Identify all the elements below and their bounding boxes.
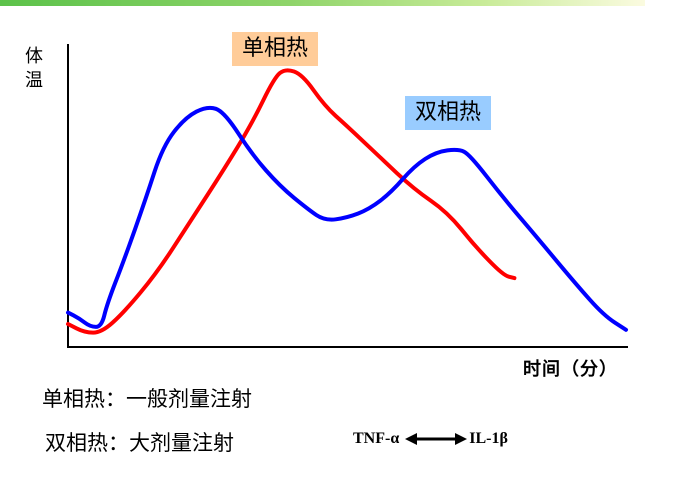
il-1-beta-label: IL-1β (469, 430, 508, 447)
y-axis-char-1: 体 (25, 46, 43, 67)
y-axis-char-2: 温 (25, 70, 43, 91)
note-single-phase: 单相热：一般剂量注射 (42, 387, 252, 411)
note-biphasic: 双相热：大剂量注射 (45, 431, 234, 455)
single-phase-fever-line (66, 68, 517, 335)
header-gradient-bar (0, 0, 645, 6)
tnf-alpha-label: TNF-α (353, 430, 400, 447)
single-phase-fever-tag: 单相热 (232, 32, 319, 66)
double-headed-arrow-icon (405, 433, 468, 445)
cytokine-relation: TNF-α IL-1β (353, 428, 508, 450)
y-axis-label: 体 温 (22, 45, 46, 93)
x-axis-label: 时间（分） (523, 359, 618, 380)
biphasic-fever-tag: 双相热 (405, 96, 492, 130)
biphasic-fever-line (66, 105, 628, 332)
